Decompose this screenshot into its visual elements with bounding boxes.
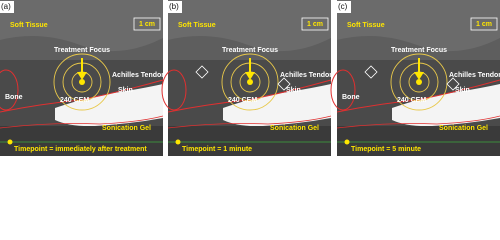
marker (277, 77, 291, 91)
focus-arrowhead (77, 72, 87, 80)
focus-ring (53, 53, 111, 111)
scale-box (301, 17, 329, 31)
timepoint-label: Timepoint = immediately after treatment (14, 146, 147, 153)
panel-label: (b) (169, 2, 179, 11)
dose-label: 240 CEM (60, 97, 89, 104)
scale-label: 1 cm (476, 21, 492, 28)
marker (195, 65, 209, 79)
tissue-texture (168, 36, 331, 60)
bone-contour (330, 69, 356, 111)
soft-tissue-label: Soft Tissue (178, 22, 216, 29)
tissue-texture (0, 36, 163, 60)
bone-label: Bone (5, 94, 23, 101)
scale-label: 1 cm (139, 21, 155, 28)
marker (364, 65, 378, 79)
focus-label: Treatment Focus (391, 47, 447, 54)
gel-label: Sonication Gel (270, 125, 319, 132)
timepoint-dot (175, 139, 181, 145)
tissue-texture (337, 36, 500, 60)
skin-contour (167, 79, 332, 113)
bone-contour (161, 69, 187, 111)
scale-box (470, 17, 498, 31)
timepoint-dot (344, 139, 350, 145)
gel-lower (168, 126, 331, 156)
panel: (a) Soft Tissue 1 cm Treatment Focus Achille… (0, 0, 166, 156)
timepoint-dot (7, 139, 13, 145)
dose-label: 240 CEM (397, 97, 426, 104)
timepoint-label: Timepoint = 1 minute (182, 146, 252, 153)
gel-lower (0, 126, 163, 156)
focus-label: Treatment Focus (54, 47, 110, 54)
soft-tissue-label: Soft Tissue (347, 22, 385, 29)
scale-label: 1 cm (307, 21, 323, 28)
panel-label: (c) (338, 2, 348, 11)
skin-contour (336, 115, 500, 129)
panel: (b) Soft Tissue 1 cm Treatment Focus Achille… (161, 0, 334, 156)
gel-label: Sonication Gel (439, 125, 488, 132)
focus-label: Treatment Focus (222, 47, 278, 54)
marker (446, 77, 460, 91)
gel-lower (337, 126, 500, 156)
tendon-label: Achilles Tendon (449, 72, 500, 79)
tendon-label: Achilles Tendon (280, 72, 334, 79)
focus-dot (416, 79, 422, 85)
focus-dot (247, 79, 253, 85)
bone-label: Bone (342, 94, 360, 101)
tendon-label: Achilles Tendon (112, 72, 166, 79)
sonication-gel (223, 84, 331, 127)
label-bg (168, 1, 182, 13)
skin-label: Skin (286, 87, 301, 94)
panel-label: (a) (1, 2, 11, 11)
skin-contour (167, 115, 332, 129)
label-bg (0, 1, 14, 13)
focus-arrowhead (245, 72, 255, 80)
focus-ring (221, 53, 279, 111)
figure: (a) Soft Tissue 1 cm Treatment Focus Achille… (0, 0, 500, 156)
focus-dot (79, 79, 85, 85)
skin-label: Skin (455, 87, 470, 94)
skin-contour (0, 79, 164, 113)
sonication-gel (392, 84, 500, 127)
gel-label: Sonication Gel (102, 125, 151, 132)
focus-ring (390, 53, 448, 111)
sonication-gel (55, 84, 163, 127)
skin-label: Skin (118, 87, 133, 94)
focus-arrowhead (414, 72, 424, 80)
dose-label: 240 CEM (228, 97, 257, 104)
soft-tissue-label: Soft Tissue (10, 22, 48, 29)
label-bg (337, 1, 351, 13)
skin-contour (0, 115, 164, 129)
skin-contour (336, 79, 500, 113)
panel: (c) Soft Tissue 1 cm Treatment Focus Achille… (330, 0, 500, 156)
scale-box (133, 17, 161, 31)
bone-contour (0, 69, 19, 111)
timepoint-label: Timepoint = 5 minute (351, 146, 421, 153)
